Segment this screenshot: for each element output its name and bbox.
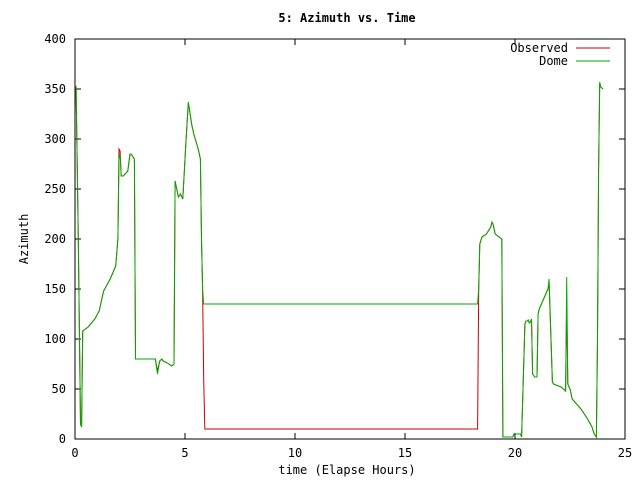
x-tick-label: 20 bbox=[508, 446, 522, 460]
x-axis-label: time (Elapse Hours) bbox=[278, 463, 415, 477]
y-tick-label: 50 bbox=[52, 382, 66, 396]
y-tick-label: 300 bbox=[44, 132, 66, 146]
plot-frame bbox=[74, 38, 626, 440]
y-tick-label: 350 bbox=[44, 82, 66, 96]
y-tick-label: 100 bbox=[44, 332, 66, 346]
series-line-dome bbox=[74, 81, 604, 439]
x-tick-label: 15 bbox=[398, 446, 412, 460]
x-tick-label: 0 bbox=[71, 446, 78, 460]
legend-label-observed: Observed bbox=[510, 41, 568, 55]
legend-label-dome: Dome bbox=[539, 54, 568, 68]
x-tick-label: 10 bbox=[288, 446, 302, 460]
y-tick-label: 200 bbox=[44, 232, 66, 246]
axis-ticks: 0 50 100 150 200 250 300 350 400 0 5 10 15 20 25 bbox=[44, 32, 632, 460]
y-axis-label: Azimuth bbox=[17, 214, 31, 265]
series-line-observed bbox=[75, 83, 604, 439]
chart-title: 5: Azimuth vs. Time bbox=[278, 11, 415, 25]
x-tick-label: 25 bbox=[618, 446, 632, 460]
y-tick-label: 150 bbox=[44, 282, 66, 296]
y-tick-label: 400 bbox=[44, 32, 66, 46]
y-tick-label: 0 bbox=[59, 432, 66, 446]
x-tick-label: 5 bbox=[181, 446, 188, 460]
y-tick-label: 250 bbox=[44, 182, 66, 196]
plot-area bbox=[74, 81, 604, 439]
